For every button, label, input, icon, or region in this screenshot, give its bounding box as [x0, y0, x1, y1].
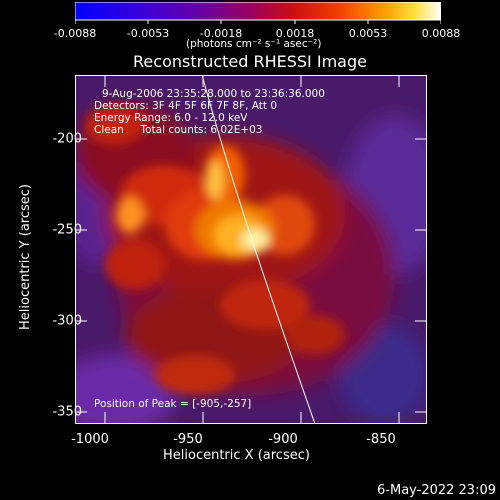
colorbar-units: (photons cm⁻² s⁻¹ asec⁻²) [186, 38, 322, 50]
axis-ticks [75, 75, 427, 424]
time-range-label: 9-Aug-2006 23:35:28.000 to 23:36:36.000 [102, 88, 325, 100]
x-tick-label: -1000 [71, 432, 109, 447]
colorbar [75, 2, 441, 24]
x-tick-label: -900 [268, 432, 298, 447]
colorbar-tick-label: -0.0018 [199, 27, 243, 40]
colorbar-tick-label: 0.0088 [421, 27, 461, 40]
x-axis-label: Heliocentric X (arcsec) [163, 448, 310, 463]
y-axis-label: Heliocentric Y (arcsec) [18, 184, 33, 330]
energy-range-label: Energy Range: 6.0 - 12.0 keV [94, 112, 248, 124]
colorbar-tick-label: -0.0088 [53, 27, 97, 40]
y-tick-label: -200 [52, 131, 82, 147]
plot-title: Reconstructed RHESSI Image [133, 52, 367, 71]
detectors-label: Detectors: 3F 4F 5F 6F 7F 8F, Att 0 [94, 100, 278, 112]
x-tick-label: -850 [366, 432, 396, 447]
peak-position-label: Position of Peak = [-905,-257] [94, 398, 252, 410]
x-tick-label: -950 [173, 432, 203, 447]
colorbar-tick-label: 0.0018 [275, 27, 315, 40]
colorbar-tick-label: 0.0053 [348, 27, 388, 40]
y-tick-label: -350 [52, 404, 82, 420]
clean-counts-label: Clean Total counts: 6.02E+03 [94, 124, 263, 136]
footer-timestamp: 6-May-2022 23:09 [377, 483, 496, 498]
y-tick-label: -300 [52, 313, 82, 329]
colorbar-tick-label: -0.0053 [126, 27, 170, 40]
solar-image [75, 75, 427, 424]
y-tick-label: -250 [52, 222, 82, 238]
